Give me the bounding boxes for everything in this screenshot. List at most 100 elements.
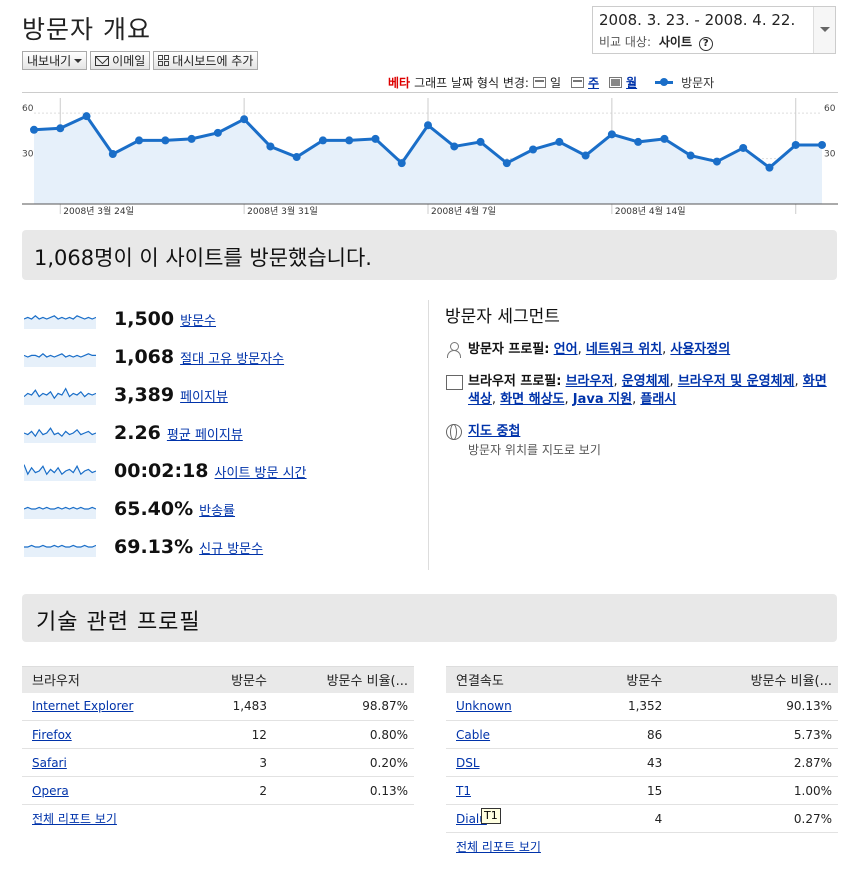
week-view-icon[interactable] [571,77,584,88]
data-point[interactable] [266,142,275,151]
chevron-down-icon[interactable] [813,7,835,53]
date-range-selector[interactable]: 2008. 3. 23. - 2008. 4. 22. 비교 대상: 사이트 ? [592,6,836,54]
envelope-icon [95,55,110,66]
data-point[interactable] [450,142,459,151]
metric-link[interactable]: 절대 고유 방문자수 [180,351,285,367]
cell-visits: 12 [197,720,273,749]
full-report-link[interactable]: 전체 리포트 보기 [32,812,117,827]
row-link[interactable]: T1 [456,783,471,798]
col-visit-ratio[interactable]: 방문수 비율(... [668,666,838,693]
data-point[interactable] [818,140,826,149]
data-point[interactable] [765,163,774,172]
full-report-link[interactable]: 전체 리포트 보기 [456,840,541,855]
sparkline[interactable] [24,385,96,405]
col-visits[interactable]: 방문수 [577,666,669,693]
data-point[interactable] [187,134,196,143]
row-link[interactable]: Dialu [456,811,487,826]
flash-link[interactable]: 플래시 [640,392,677,407]
map-overlay-link[interactable]: 지도 중첩 [468,424,521,439]
network-location-link[interactable]: 네트워크 위치 [585,342,663,357]
data-point[interactable] [108,150,117,159]
metric-link[interactable]: 평균 페이지뷰 [166,427,243,443]
row-link[interactable]: Firefox [32,727,72,742]
data-point[interactable] [686,151,695,160]
language-link[interactable]: 언어 [553,342,578,357]
metric-link[interactable]: 방문수 [180,313,216,329]
screen-resolution-link[interactable]: 화면 해상도 [500,392,565,407]
row-link[interactable]: Safari [32,755,67,770]
os-link[interactable]: 운영체제 [621,374,670,389]
y-tick-label-right: 30 [824,150,836,160]
browser-table: 브라우저 방문수 방문수 비율(... Internet Explorer 1,4… [22,666,414,833]
data-point[interactable] [30,125,38,134]
col-visit-ratio[interactable]: 방문수 비율(... [272,666,414,693]
table-row: DSL 43 2.87% [446,748,838,777]
row-link[interactable]: DSL [456,755,480,770]
data-point[interactable] [397,159,406,168]
data-point[interactable] [371,134,380,143]
metric-link[interactable]: 페이지뷰 [180,389,228,405]
sparkline[interactable] [24,461,96,481]
legend-series-icon[interactable] [655,78,674,86]
data-point[interactable] [318,136,327,145]
month-view-icon[interactable] [609,77,623,88]
tech-profile-banner: 기술 관련 프로필 [22,594,837,642]
email-button[interactable]: 이메일 [90,51,151,70]
add-to-dashboard-button[interactable]: 대시보드에 추가 [153,51,259,70]
col-browser[interactable]: 브라우저 [22,666,198,693]
data-point[interactable] [607,130,616,139]
data-point[interactable] [56,124,65,133]
browser-link[interactable]: 브라우저 [565,374,614,389]
data-point[interactable] [634,137,643,146]
data-point[interactable] [581,151,590,160]
table-header-row: 브라우저 방문수 방문수 비율(... [22,666,414,693]
cell-visits: 1,483 [197,692,273,721]
data-point[interactable] [476,137,485,146]
x-tick-label: 2008년 4월 7일 [431,205,496,217]
data-point[interactable] [502,159,511,168]
data-point[interactable] [240,115,249,124]
sparkline[interactable] [24,309,96,329]
java-support-link[interactable]: Java 지원 [572,392,633,407]
data-point[interactable] [213,128,222,137]
week-view-link[interactable]: 주 [588,76,600,90]
data-point[interactable] [424,121,432,130]
data-point[interactable] [161,136,170,145]
data-point[interactable] [712,157,721,166]
table-row: Opera 2 0.13% [22,776,414,805]
row-link[interactable]: Opera [32,783,69,798]
export-button[interactable]: 내보내기 [22,51,88,70]
data-point[interactable] [555,137,564,146]
data-point[interactable] [660,134,669,143]
sparkline[interactable] [24,423,96,443]
browser-os-link[interactable]: 브라우저 및 운영체제 [677,374,795,389]
custom-link[interactable]: 사용자정의 [670,342,731,357]
row-link[interactable]: Unknown [456,699,512,714]
cell-name: Firefox [22,720,198,749]
col-visits[interactable]: 방문수 [197,666,273,693]
data-point[interactable] [292,153,301,162]
screen-colors-link[interactable]: 화면색상 [468,374,827,407]
metric-link[interactable]: 사이트 방문 시간 [214,465,307,481]
metric-link[interactable]: 신규 방문수 [199,541,264,557]
help-icon[interactable]: ? [698,37,713,51]
row-link[interactable]: Cable [456,727,491,742]
day-view-icon[interactable] [532,77,546,88]
col-connection-speed[interactable]: 연결속도 [446,666,578,693]
data-point[interactable] [739,143,748,152]
data-point[interactable] [82,112,91,121]
data-point[interactable] [135,136,144,145]
table-row: Unknown 1,352 90.13% [446,692,838,721]
sparkline[interactable] [24,499,96,519]
cell-visits: 86 [577,720,669,749]
metric-link[interactable]: 반송률 [199,503,236,519]
sparkline[interactable] [24,347,96,367]
data-point[interactable] [529,145,538,154]
month-view-link[interactable]: 월 [626,76,638,90]
metric-row: 65.40% 반송률 [22,490,422,528]
row-link[interactable]: Internet Explorer [32,699,134,714]
x-tick-label: 2008년 4월 14일 [615,205,686,217]
data-point[interactable] [345,136,354,145]
data-point[interactable] [791,140,800,149]
sparkline[interactable] [24,537,96,557]
